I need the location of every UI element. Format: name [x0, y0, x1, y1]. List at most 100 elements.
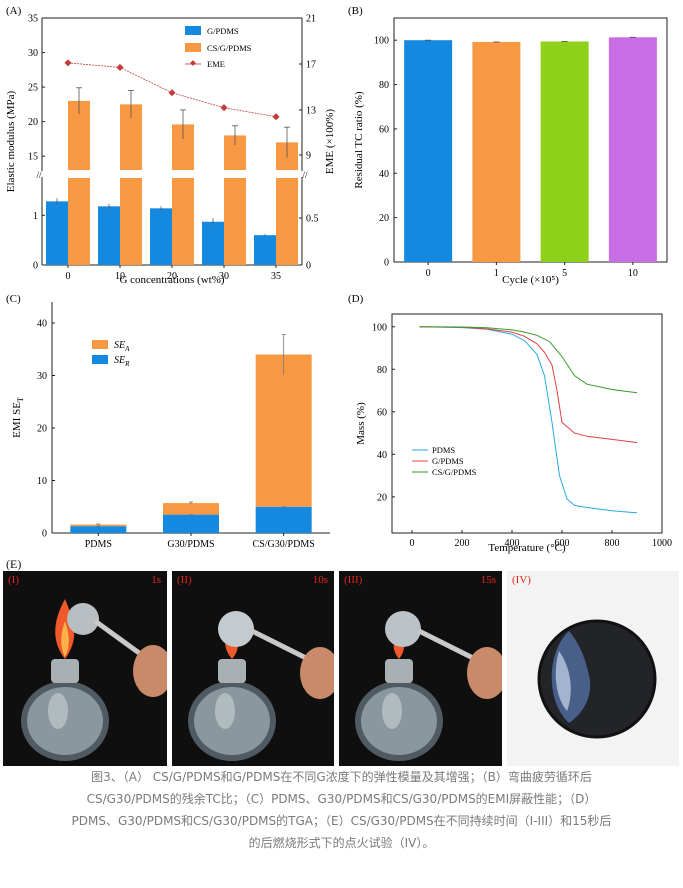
bar-se-r — [70, 526, 127, 533]
photo-ii-time: 10s — [312, 574, 328, 586]
legend-marker — [190, 60, 196, 66]
eme-point — [64, 59, 72, 67]
burnt-sample-image — [507, 571, 679, 766]
bar-se-r — [163, 514, 219, 533]
y-tick-label-right: 0 — [306, 261, 311, 272]
x-tick-label: 400 — [505, 538, 520, 549]
y-tick-label: 20 — [377, 492, 387, 503]
y-tick-label: 1 — [33, 211, 38, 222]
tga-line — [419, 326, 638, 394]
y-tick-label: 20 — [37, 424, 47, 435]
y-tick-label: 30 — [37, 371, 47, 382]
bar-cs-g-pdms-lower — [224, 178, 246, 265]
legend-label: CS/G/PDMS — [432, 467, 477, 477]
panel-label: (A) — [6, 5, 22, 17]
x-tick-label: 5 — [562, 268, 567, 279]
x-tick-label: 800 — [605, 538, 620, 549]
x-tick-label: 1000 — [652, 538, 672, 549]
x-tick-label: 10 — [115, 271, 125, 282]
y-tick-label: 60 — [377, 407, 387, 418]
tga-line — [419, 326, 638, 514]
figure-caption: 图3、（A） CS/G/PDMS和G/PDMS在不同G浓度下的弹性模量及其增强；… — [0, 766, 683, 854]
x-tick-label: 10 — [628, 268, 638, 279]
axis-break-mark: // — [302, 170, 308, 180]
burner-photo-image — [172, 571, 334, 766]
axis-break-mark: // — [36, 170, 42, 180]
caption-line: PDMS、G30/PDMS和CS/G30/PDMS的TGA；（E）CS/G30/… — [71, 814, 612, 828]
bar-se-a — [70, 524, 127, 527]
x-tick-label: PDMS — [85, 539, 112, 550]
x-tick-label: 200 — [455, 538, 470, 549]
panel-label: (B) — [348, 5, 363, 17]
tga-line — [419, 326, 638, 444]
caption-line: CS/G30/PDMS的残余TC比；（C）PDMS、G30/PDMS和CS/G3… — [86, 792, 597, 806]
y-tick-label: 20 — [28, 117, 38, 128]
x-tick-label: 30 — [219, 271, 229, 282]
photo-iii-label: (III) — [344, 574, 363, 586]
x-tick-label: 0 — [66, 271, 71, 282]
y-tick-label: 25 — [28, 83, 38, 94]
panel-e-label: (E) — [6, 557, 22, 571]
x-tick-label: 0 — [426, 268, 431, 279]
y-tick-label-right: 21 — [306, 14, 316, 25]
y-tick-label-right: 0.5 — [306, 214, 319, 225]
bar-g-pdms — [202, 221, 224, 265]
bar-se-a — [255, 354, 312, 507]
plot-frame — [391, 313, 663, 534]
eme-line — [67, 62, 277, 118]
y-axis-label-right: EME (×100%) — [324, 109, 336, 174]
panel-label: (D) — [348, 293, 364, 305]
y-tick-label: 40 — [379, 169, 389, 180]
legend-label: EME — [207, 59, 225, 69]
y-tick-label-right: 9 — [306, 151, 311, 162]
photo-ii-label: (II) — [177, 574, 192, 586]
y-tick-label: 60 — [379, 124, 389, 135]
legend-label: SER — [114, 355, 130, 368]
bar-g-pdms — [150, 208, 172, 265]
bar-g-pdms — [254, 235, 276, 265]
burner-photo-image — [339, 571, 502, 766]
y-tick-label: 80 — [379, 80, 389, 91]
x-tick-label: CS/G30/PDMS — [253, 539, 315, 550]
y-axis-label: EMI SET — [11, 397, 25, 438]
legend-label: CS/G/PDMS — [207, 43, 252, 53]
y-tick-label: 40 — [37, 319, 47, 330]
bar-se-a — [163, 503, 219, 515]
y-tick-label: 0 — [42, 529, 47, 540]
bar-g-pdms — [46, 201, 68, 265]
y-tick-label: 0 — [33, 261, 38, 272]
photo-iii-time: 15s — [480, 574, 496, 586]
bar-se-r — [255, 506, 312, 533]
burner-photo-image — [3, 571, 167, 766]
eme-point — [116, 63, 124, 71]
y-axis-label: Mass (%) — [355, 402, 367, 445]
y-tick-label: 80 — [377, 365, 387, 376]
bar-cs-g-pdms-lower — [172, 178, 194, 265]
x-tick-label: 1 — [494, 268, 499, 279]
y-axis-label-left: Elastic modulus (MPa) — [5, 90, 17, 192]
bar-cs-g-pdms-lower — [276, 178, 298, 265]
y-tick-label-right: 13 — [306, 106, 316, 117]
bar-cs-g-pdms — [224, 135, 246, 170]
bar-cs-g-pdms — [172, 124, 194, 170]
photo-iii: (III) 15s — [339, 571, 502, 766]
eme-point — [220, 104, 228, 112]
bar-residual-tc — [608, 37, 657, 262]
photo-iv-label: (IV) — [512, 574, 531, 586]
bar-cs-g-pdms-lower — [68, 178, 90, 265]
legend-label: G/PDMS — [432, 456, 464, 466]
bar-residual-tc — [472, 41, 521, 263]
y-tick-label: 0 — [384, 258, 389, 269]
photo-i-label: (I) — [8, 574, 19, 586]
bar-cs-g-pdms — [68, 100, 90, 170]
y-tick-label: 30 — [28, 48, 38, 59]
legend-label: G/PDMS — [207, 26, 239, 36]
panel-label: (C) — [6, 293, 21, 305]
y-tick-label: 35 — [28, 14, 38, 25]
legend-swatch — [92, 355, 108, 364]
bar-cs-g-pdms — [120, 104, 142, 170]
x-tick-label: 35 — [271, 271, 281, 282]
y-tick-label-right: 17 — [306, 60, 316, 71]
